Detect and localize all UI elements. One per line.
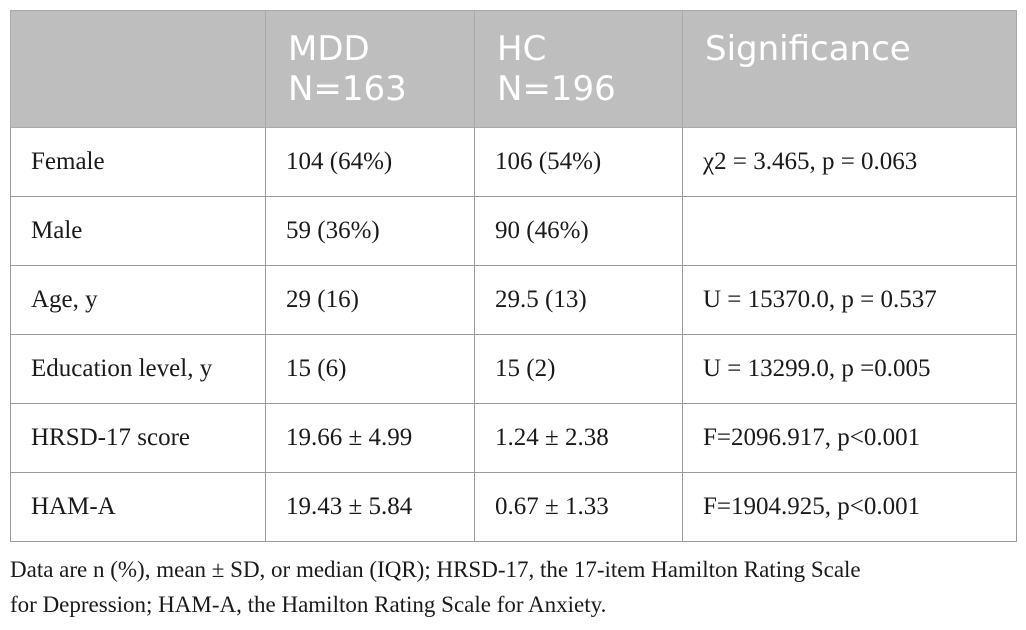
table-row: Male 59 (36%) 90 (46%) <box>10 196 1017 266</box>
hc-value: 0.67 ± 1.33 <box>474 472 683 542</box>
table-row: Education level, y 15 (6) 15 (2) U = 132… <box>10 334 1017 404</box>
header-hc: HC N=196 <box>474 10 683 128</box>
table-row: HAM-A 19.43 ± 5.84 0.67 ± 1.33 F=1904.92… <box>10 472 1017 542</box>
mdd-value: 59 (36%) <box>265 196 475 266</box>
mdd-value: 104 (64%) <box>265 127 475 197</box>
significance-value: U = 15370.0, p = 0.537 <box>682 265 1017 335</box>
header-mdd-label: MDD <box>288 29 370 69</box>
mdd-value: 15 (6) <box>265 334 475 404</box>
header-mdd-count: N=163 <box>288 69 407 109</box>
header-mdd: MDD N=163 <box>265 10 475 128</box>
significance-value <box>682 196 1017 266</box>
significance-value: U = 13299.0, p =0.005 <box>682 334 1017 404</box>
table-row: Female 104 (64%) 106 (54%) χ2 = 3.465, p… <box>10 127 1017 197</box>
hc-value: 29.5 (13) <box>474 265 683 335</box>
header-empty-cell <box>10 10 266 128</box>
mdd-value: 19.43 ± 5.84 <box>265 472 475 542</box>
row-label: HRSD-17 score <box>10 403 266 473</box>
row-label: Age, y <box>10 265 266 335</box>
significance-value: χ2 = 3.465, p = 0.063 <box>682 127 1017 197</box>
table-header: MDD N=163 HC N=196 Significance <box>10 10 1017 128</box>
hc-value: 1.24 ± 2.38 <box>474 403 683 473</box>
row-label: Education level, y <box>10 334 266 404</box>
footnote-line-2: for Depression; HAM-A, the Hamilton Rati… <box>10 592 607 617</box>
mdd-value: 19.66 ± 4.99 <box>265 403 475 473</box>
hc-value: 15 (2) <box>474 334 683 404</box>
header-significance-label: Significance <box>705 29 911 69</box>
table-body: Female 104 (64%) 106 (54%) χ2 = 3.465, p… <box>10 127 1017 542</box>
row-label: Female <box>10 127 266 197</box>
header-hc-label: HC <box>497 29 547 69</box>
header-row: MDD N=163 HC N=196 Significance <box>10 10 1017 128</box>
hc-value: 106 (54%) <box>474 127 683 197</box>
mdd-value: 29 (16) <box>265 265 475 335</box>
demographics-table: MDD N=163 HC N=196 Significance Female 1… <box>10 10 1017 542</box>
table-footnote: Data are n (%), mean ± SD, or median (IQ… <box>10 552 1020 622</box>
row-label: HAM-A <box>10 472 266 542</box>
significance-value: F=2096.917, p<0.001 <box>682 403 1017 473</box>
hc-value: 90 (46%) <box>474 196 683 266</box>
table-row: Age, y 29 (16) 29.5 (13) U = 15370.0, p … <box>10 265 1017 335</box>
header-hc-count: N=196 <box>497 69 616 109</box>
header-significance: Significance <box>682 10 1017 128</box>
footnote-line-1: Data are n (%), mean ± SD, or median (IQ… <box>10 557 861 582</box>
table-row: HRSD-17 score 19.66 ± 4.99 1.24 ± 2.38 F… <box>10 403 1017 473</box>
demographics-table-container: MDD N=163 HC N=196 Significance Female 1… <box>10 10 1017 542</box>
row-label: Male <box>10 196 266 266</box>
significance-value: F=1904.925, p<0.001 <box>682 472 1017 542</box>
